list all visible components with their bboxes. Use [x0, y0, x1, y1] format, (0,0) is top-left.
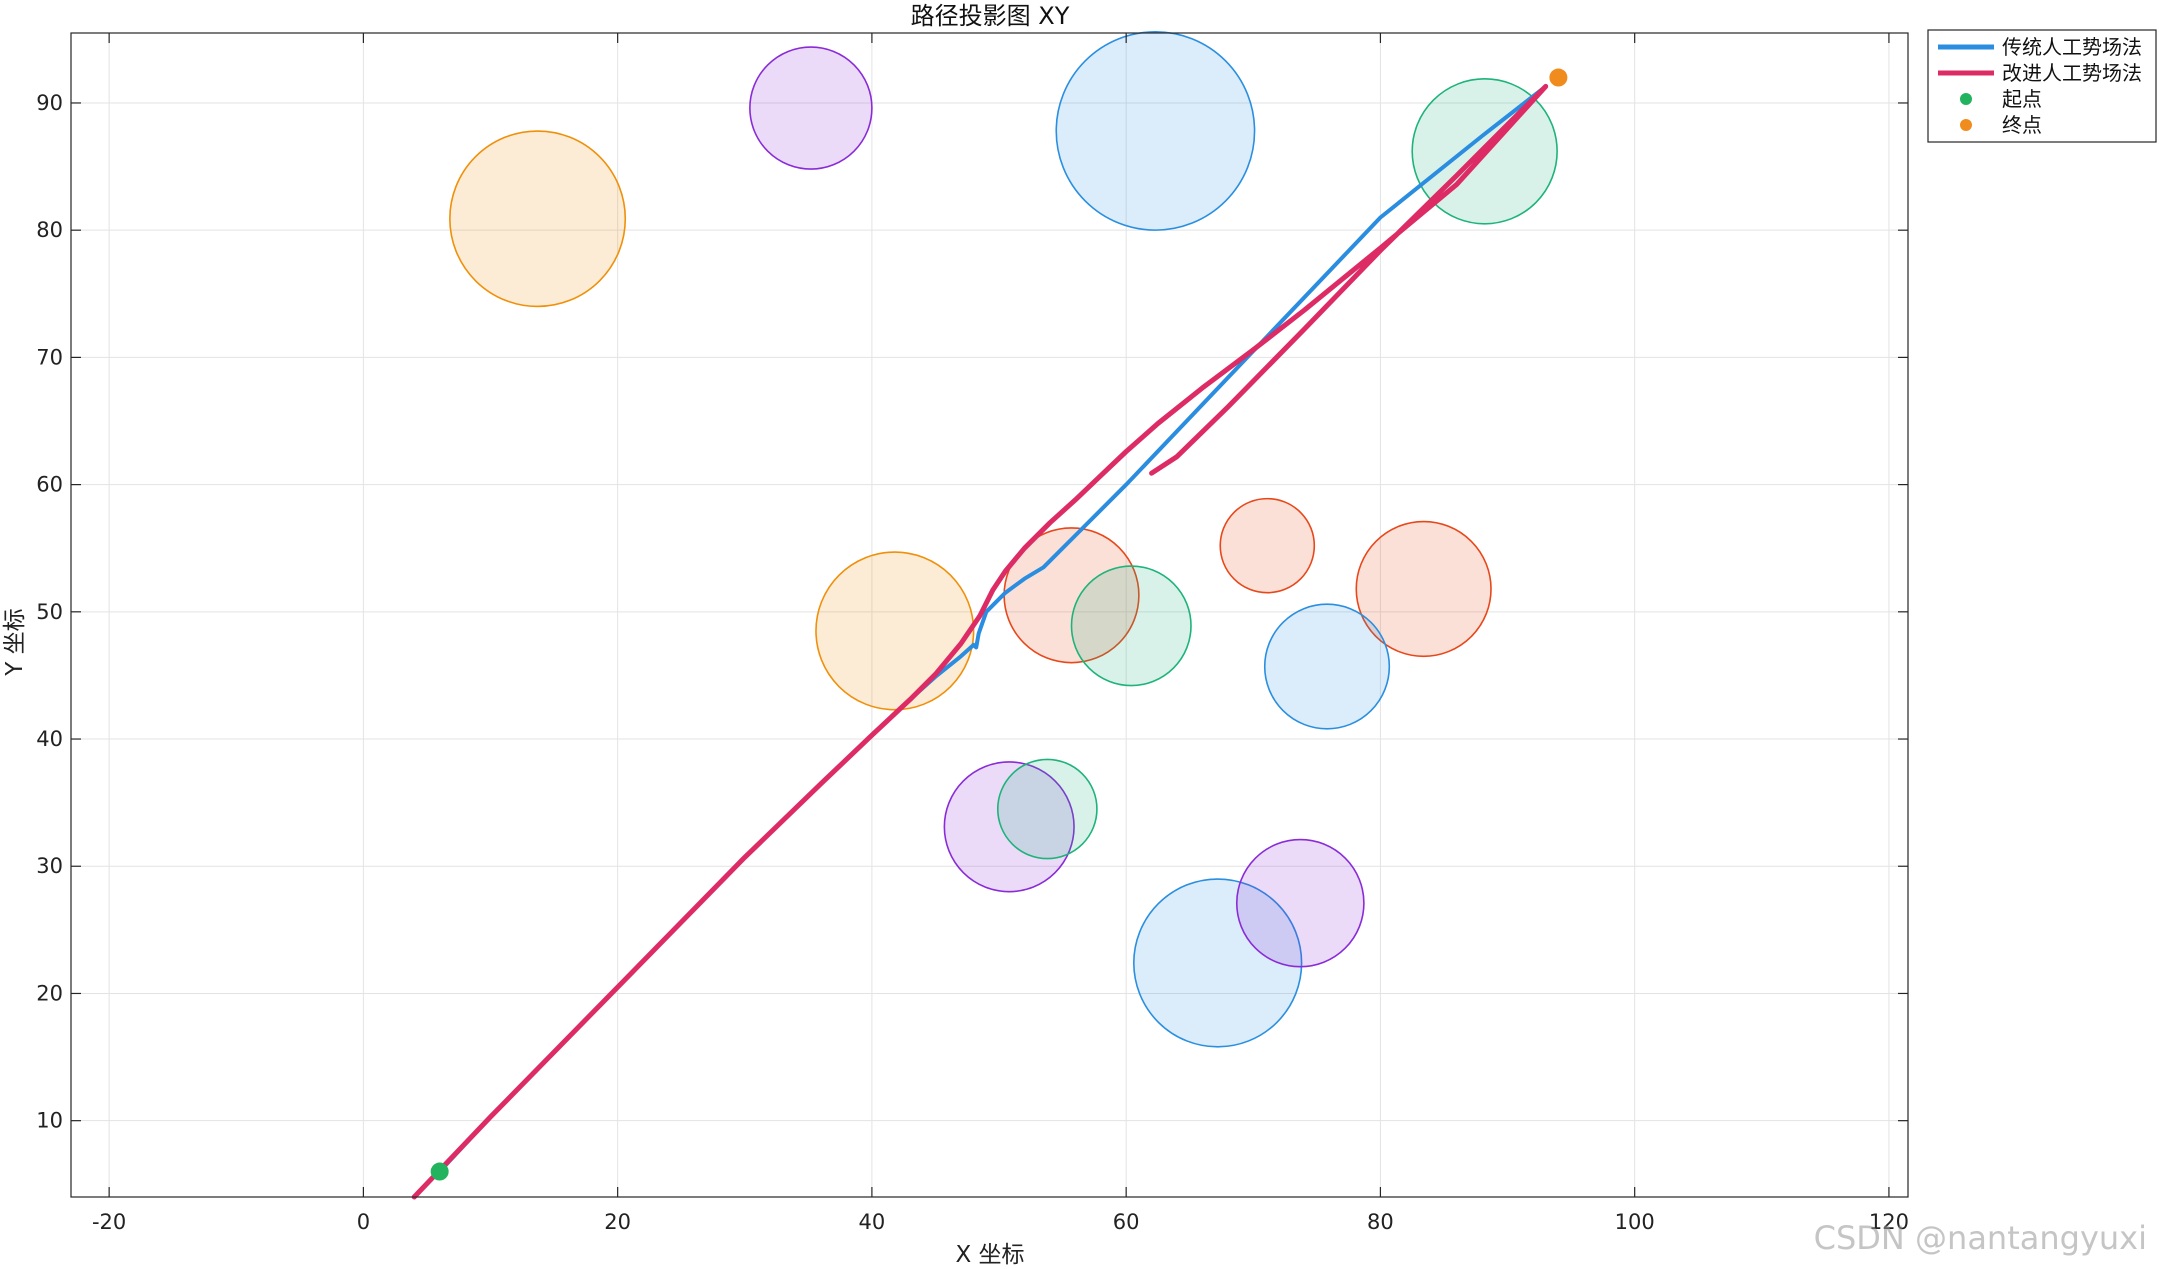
obstacle-circle — [1070, 565, 1192, 687]
obstacle-layer — [449, 30, 1558, 1048]
y-tick-label: 50 — [36, 600, 63, 624]
obstacle-circle — [996, 758, 1098, 860]
y-tick-label: 80 — [36, 218, 63, 242]
axes-layer: -20 0 20 40 60 80 100 120 10 20 30 40 50 60 70 80 90 — [36, 32, 1909, 1234]
x-tick-label: 20 — [604, 1210, 631, 1234]
obstacle-circle — [1219, 497, 1316, 594]
y-tick-label: 70 — [36, 345, 63, 369]
chart-title: 路径投影图 XY — [911, 2, 1070, 30]
obstacle-circle — [1235, 838, 1365, 968]
x-tick-label: -20 — [92, 1210, 126, 1234]
grid-layer — [71, 33, 1908, 1197]
legend-entry-start-label: 起点 — [2002, 87, 2042, 111]
improved-path-line — [411, 83, 1549, 1200]
obstacle-circle — [449, 130, 627, 308]
path-layer — [411, 83, 1549, 1200]
y-tick-label: 40 — [36, 727, 63, 751]
obstacle-circle — [1263, 603, 1391, 730]
obstacle-circle — [1132, 878, 1303, 1048]
x-tick-label: 80 — [1367, 1210, 1394, 1234]
plot-frame — [70, 32, 1909, 1198]
end-point-marker — [1549, 68, 1568, 87]
obstacle-circle — [749, 46, 873, 170]
y-axis-title: Y 坐标 — [2, 608, 28, 676]
obstacle-circle — [1055, 30, 1256, 231]
x-tick-label: 0 — [357, 1210, 370, 1234]
obstacle-circle — [815, 551, 975, 711]
legend-entry-improved-label: 改进人工势场法 — [2002, 61, 2142, 85]
legend-entry-end-label: 终点 — [2002, 113, 2042, 137]
y-tick-label: 20 — [36, 981, 63, 1005]
obstacle-circle — [943, 761, 1075, 893]
obstacle-circle — [1355, 520, 1492, 658]
y-tick-label: 90 — [36, 91, 63, 115]
legend-entry-traditional-label: 传统人工势场法 — [2002, 35, 2142, 59]
y-tick-label: 60 — [36, 473, 63, 497]
watermark: CSDN @nantangyuxi — [1813, 1219, 2147, 1257]
legend-entry-end-swatch — [1960, 119, 1972, 131]
x-tick-label: 120 — [1869, 1210, 1909, 1234]
x-axis-title: X 坐标 — [955, 1242, 1024, 1268]
y-tick-label: 10 — [36, 1109, 63, 1133]
y-tick-label: 30 — [36, 854, 63, 878]
marker-layer — [430, 68, 1568, 1181]
x-tick-label: 60 — [1113, 1210, 1140, 1234]
legend-entry-start-swatch — [1960, 93, 1972, 105]
start-point-marker — [430, 1162, 449, 1181]
x-tick-label: 100 — [1615, 1210, 1655, 1234]
x-tick-label: 40 — [859, 1210, 886, 1234]
